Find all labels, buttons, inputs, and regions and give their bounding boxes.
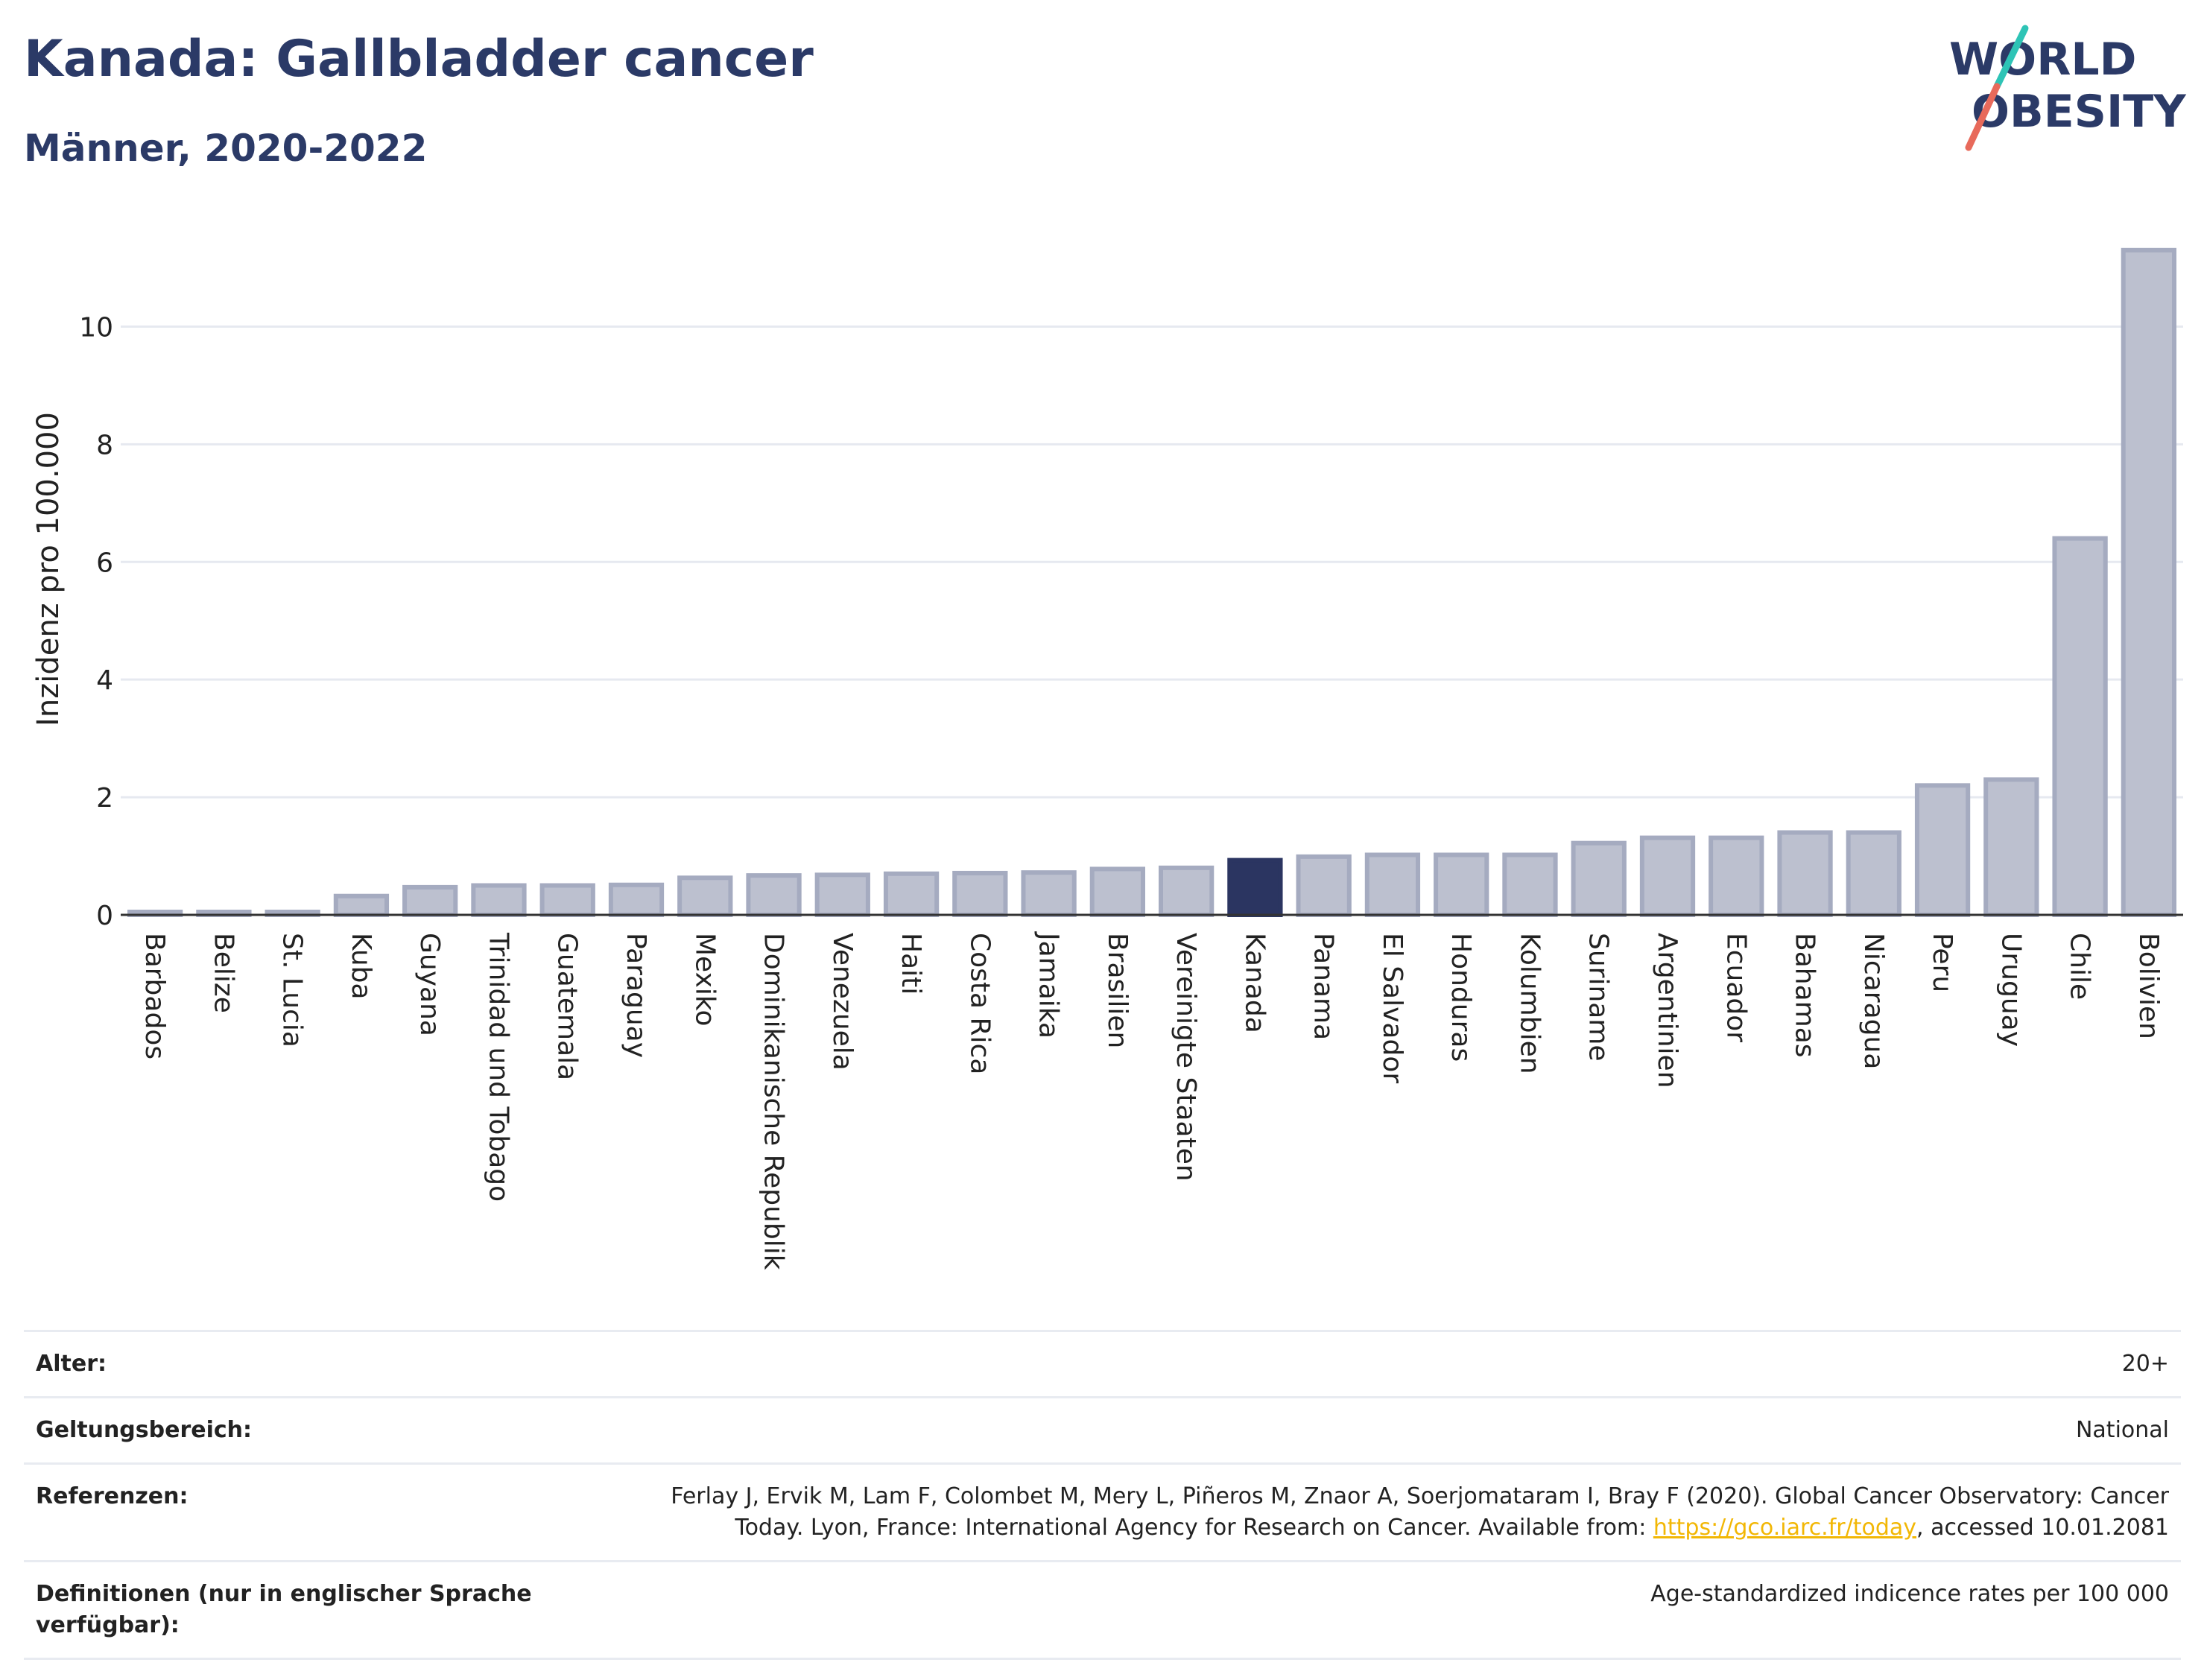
x-category-label: St. Lucia <box>277 933 308 1047</box>
logo-line-world: WORLD <box>1949 34 2136 86</box>
meta-ref-text: Ferlay J, Ervik M, Lam F, Colombet M, Me… <box>671 1483 2169 1541</box>
x-category-label: Venezuela <box>827 933 858 1071</box>
meta-row-definitions: Definitionen (nur in englischer Sprache … <box>24 1560 2181 1660</box>
page-title: Kanada: Gallbladder cancer <box>24 30 814 89</box>
x-category-label: Kuba <box>346 933 376 1000</box>
meta-scope-label: Geltungsbereich: <box>36 1417 253 1443</box>
x-category-label: Kolumbien <box>1514 933 1545 1074</box>
bar <box>746 873 802 917</box>
bar <box>1571 840 1627 918</box>
bar <box>471 883 527 917</box>
meta-ref-label: Referenzen: <box>36 1483 189 1509</box>
bar-chart: 0 2 4 6 8 10 Inzidenz pro 100.000 Barbados Beliz… <box>31 247 2183 1270</box>
meta-row-age: Alter: 20+ <box>24 1330 2181 1396</box>
bar <box>1914 783 1971 917</box>
x-category-label: Bolivien <box>2133 933 2164 1039</box>
x-category-label: Panama <box>1308 933 1339 1040</box>
y-tick-label: 4 <box>96 665 113 696</box>
bar <box>814 872 870 918</box>
x-category-label: Haiti <box>896 933 926 995</box>
bar-highlighted <box>1227 858 1283 917</box>
x-category-label: Jamaika <box>1033 931 1064 1039</box>
bar <box>2052 536 2108 918</box>
y-tick-label: 6 <box>96 548 113 578</box>
meta-def-label: Definitionen (nur in englischer Sprache … <box>36 1581 532 1638</box>
bar <box>402 884 458 917</box>
y-tick-label: 10 <box>79 312 113 343</box>
meta-def-value: Age-standardized indicence rates per 100… <box>1650 1581 2169 1607</box>
x-category-label: Ecuador <box>1720 933 1751 1042</box>
x-category-label: Paraguay <box>621 933 651 1058</box>
x-category-label: Dominikanische Republik <box>759 933 789 1270</box>
logo-slash-coral <box>1965 83 2001 151</box>
x-category-label: Chile <box>2065 933 2095 1000</box>
x-category-label: Peru <box>1927 933 1957 992</box>
meta-row-scope: Geltungsbereich: National <box>24 1396 2181 1462</box>
x-category-label: Brasilien <box>1102 933 1133 1048</box>
x-category-label: Vereinigte Staaten <box>1171 933 1201 1182</box>
x-category-label: Guyana <box>414 933 445 1036</box>
bar <box>1709 835 1764 918</box>
bar <box>883 871 940 918</box>
logo-slash-teal <box>1993 25 2029 90</box>
x-category-label: Guatemala <box>552 933 583 1080</box>
meta-ref-accessed: , accessed 10.01.2081 <box>1916 1515 2169 1541</box>
bar <box>1639 835 1696 918</box>
x-category-label: Belize <box>208 933 238 1013</box>
bar <box>1021 870 1077 917</box>
bar <box>1296 854 1352 917</box>
bar <box>952 870 1008 918</box>
y-tick-label: 0 <box>96 901 113 931</box>
logo-line-obesity: OBESITY <box>1972 86 2187 138</box>
x-category-label: Honduras <box>1445 933 1476 1062</box>
bar <box>1777 830 1833 917</box>
x-category-label: Barbados <box>139 933 170 1059</box>
y-tick-label: 8 <box>96 430 113 460</box>
bar <box>1158 865 1215 918</box>
meta-age-value: 20+ <box>2121 1351 2169 1377</box>
bar <box>2121 247 2177 917</box>
x-category-label: Mexiko <box>689 933 720 1026</box>
bar <box>1364 852 1421 918</box>
reference-link[interactable]: https://gco.iarc.fr/today <box>1653 1515 1917 1541</box>
meta-ref-value: Ferlay J, Ervik M, Lam F, Colombet M, Me… <box>619 1481 2169 1544</box>
bar <box>1434 852 1489 918</box>
x-category-label: Suriname <box>1583 933 1614 1062</box>
x-category-label: Uruguay <box>1995 933 2026 1047</box>
bar <box>333 893 390 917</box>
x-category-label: Nicaragua <box>1858 933 1889 1069</box>
bar <box>1089 866 1146 918</box>
x-category-label: Trinidad und Tobago <box>483 932 513 1202</box>
x-category-label: Costa Rica <box>964 933 995 1074</box>
x-category-label: Bahamas <box>1790 933 1820 1058</box>
meta-scope-value: National <box>2075 1417 2169 1443</box>
meta-age-label: Alter: <box>36 1351 107 1377</box>
bar <box>1983 777 2039 918</box>
bar <box>608 882 665 918</box>
bar <box>1846 830 1901 917</box>
bar <box>1502 852 1558 918</box>
bar <box>539 883 595 917</box>
y-tick-label: 2 <box>96 783 113 814</box>
bar <box>677 875 733 918</box>
metadata-table: Alter: 20+ Geltungsbereich: National Ref… <box>24 1330 2181 1660</box>
x-category-label: Argentinien <box>1652 933 1682 1088</box>
y-axis-title: Inzidenz pro 100.000 <box>31 412 66 726</box>
meta-row-references: Referenzen: Ferlay J, Ervik M, Lam F, Co… <box>24 1462 2181 1560</box>
x-category-label: El Salvador <box>1377 933 1407 1083</box>
page-subtitle: Männer, 2020-2022 <box>24 127 428 170</box>
world-obesity-logo: WORLD OBESITY <box>1949 25 2187 151</box>
x-category-label: Kanada <box>1239 933 1270 1033</box>
